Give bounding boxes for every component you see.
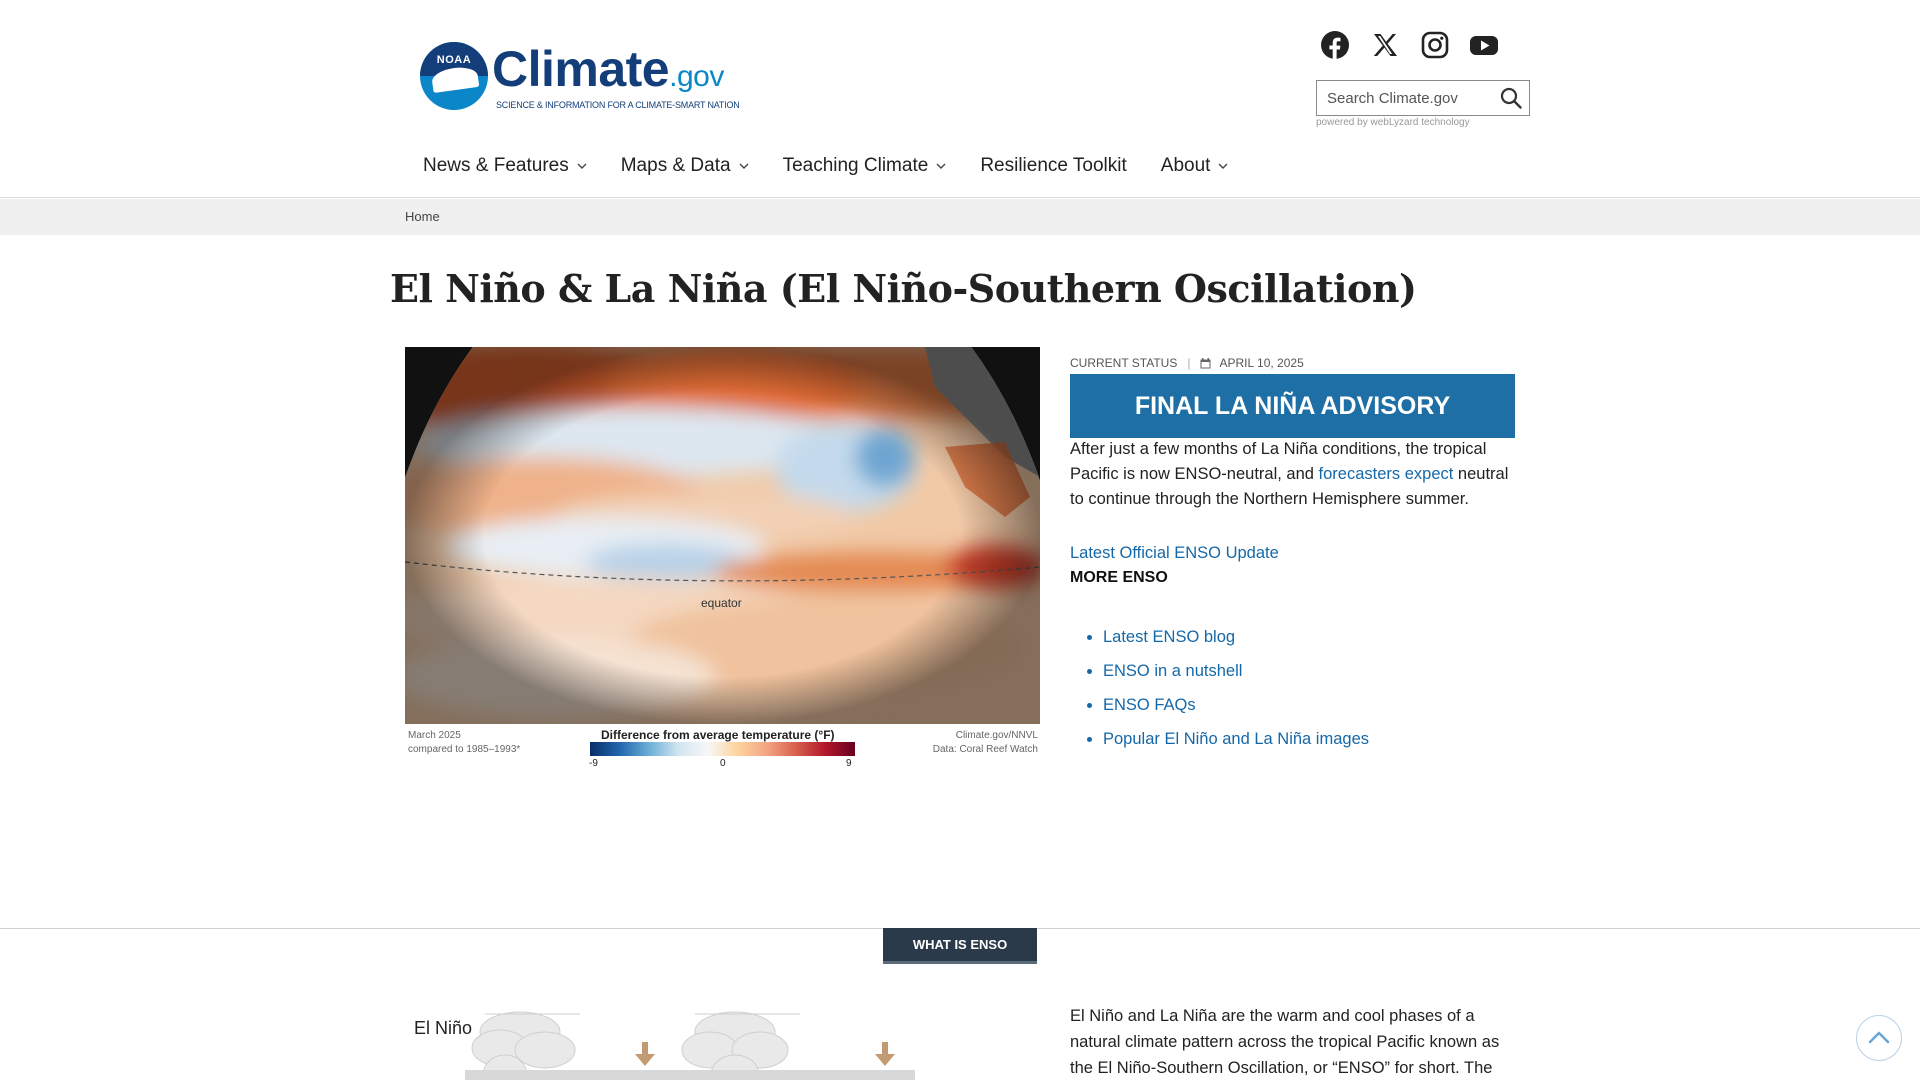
summary-text: After just a few months of La Niña condi… xyxy=(1070,440,1487,483)
list-item: Latest ENSO blog xyxy=(1103,620,1369,654)
status-date: APRIL 10, 2025 xyxy=(1219,356,1304,370)
latest-enso-update-link[interactable]: Latest Official ENSO Update xyxy=(1070,544,1279,562)
chevron-down-icon xyxy=(739,163,749,169)
facebook-icon[interactable] xyxy=(1320,30,1350,60)
current-status-line: CURRENT STATUS | APRIL 10, 2025 xyxy=(1070,356,1304,370)
map-caption: March 2025 compared to 1985–1993* xyxy=(408,729,520,757)
nav-item-about[interactable]: About xyxy=(1161,154,1229,178)
legend-tick-min: -9 xyxy=(589,758,598,769)
nav-item-news-features[interactable]: News & Features xyxy=(423,154,587,178)
main-nav: News & Features Maps & Data Teaching Cli… xyxy=(423,154,1262,178)
more-enso-list: Latest ENSO blog ENSO in a nutshell ENSO… xyxy=(1103,620,1369,756)
more-enso-heading: MORE ENSO xyxy=(1070,569,1168,586)
climate-gov-logo[interactable]: NOAA Climate.gov SCIENCE & INFORMATION F… xyxy=(420,40,740,116)
list-item: Popular El Niño and La Niña images xyxy=(1103,722,1369,756)
map-credit: Climate.gov/NNVL xyxy=(955,730,1038,741)
enso-intro-text: El Niño and La Niña are the warm and coo… xyxy=(1070,1007,1500,1077)
diagram-label: El Niño xyxy=(414,1018,473,1038)
nav-item-label: About xyxy=(1160,155,1211,176)
map-date: March 2025 xyxy=(408,730,461,741)
breadcrumb-home[interactable]: Home xyxy=(405,209,440,224)
nav-item-maps-data[interactable]: Maps & Data xyxy=(621,154,749,178)
forecasters-expect-link[interactable]: forecasters expect xyxy=(1318,465,1454,483)
instagram-icon[interactable] xyxy=(1420,30,1450,60)
legend-title: Difference from average temperature (°F) xyxy=(601,728,835,742)
list-item: ENSO in a nutshell xyxy=(1103,654,1369,688)
ocean-temperature-map[interactable]: equator March 2025 compared to 1985–1993… xyxy=(405,347,1040,772)
nav-item-resilience-toolkit[interactable]: Resilience Toolkit xyxy=(980,154,1126,178)
advisory-banner: FINAL LA NIÑA ADVISORY xyxy=(1070,374,1515,438)
logo-suffix: .gov xyxy=(669,60,724,93)
what-is-enso-tab[interactable]: WHAT IS ENSO xyxy=(883,928,1037,964)
el-nino-diagram: El Niño xyxy=(405,1000,965,1080)
summary-text-end: neutral to continue through the Northern… xyxy=(1070,465,1509,508)
enso-nutshell-link[interactable]: ENSO in a nutshell xyxy=(1103,662,1243,680)
legend-color-bar xyxy=(590,742,855,756)
search-icon[interactable] xyxy=(1499,86,1523,110)
list-item: ENSO FAQs xyxy=(1103,688,1369,722)
logo-tagline: SCIENCE & INFORMATION FOR A CLIMATE-SMAR… xyxy=(496,100,740,110)
map-legend: March 2025 compared to 1985–1993* Differ… xyxy=(405,724,1040,772)
nav-item-teaching-climate[interactable]: Teaching Climate xyxy=(783,154,947,178)
latest-enso-blog-link[interactable]: Latest ENSO blog xyxy=(1103,628,1236,646)
logo-wordmark-text: Climate xyxy=(492,41,670,97)
chevron-down-icon xyxy=(936,163,946,169)
status-summary: After just a few months of La Niña condi… xyxy=(1070,437,1520,512)
map-credits: Climate.gov/NNVL Data: Coral Reef Watch xyxy=(933,729,1038,757)
search-powered-by: powered by webLyzard technology xyxy=(1316,117,1470,128)
page-title: El Niño & La Niña (El Niño-Southern Osci… xyxy=(390,266,1417,311)
chevron-up-icon xyxy=(1868,1031,1890,1044)
calendar-icon xyxy=(1200,357,1211,368)
nav-item-label: Resilience Toolkit xyxy=(980,155,1127,176)
search-box xyxy=(1316,80,1530,116)
popular-images-link[interactable]: Popular El Niño and La Niña images xyxy=(1103,730,1369,748)
chevron-down-icon xyxy=(577,163,587,169)
equator-label: equator xyxy=(701,596,742,610)
search-input[interactable] xyxy=(1327,87,1487,109)
logo-wordmark: Climate.gov xyxy=(492,40,724,98)
legend-tick-max: 9 xyxy=(846,758,852,769)
nav-item-label: News & Features xyxy=(423,155,569,176)
x-icon[interactable] xyxy=(1370,30,1400,60)
nav-item-label: Maps & Data xyxy=(620,155,731,176)
back-to-top-button[interactable] xyxy=(1856,1015,1902,1061)
noaa-badge-text: NOAA xyxy=(436,54,472,66)
map-baseline: compared to 1985–1993* xyxy=(408,744,521,755)
youtube-icon[interactable] xyxy=(1469,30,1499,60)
site-header: NOAA Climate.gov SCIENCE & INFORMATION F… xyxy=(0,0,1920,198)
map-data-source: Data: Coral Reef Watch xyxy=(932,744,1038,755)
enso-faqs-link[interactable]: ENSO FAQs xyxy=(1103,696,1196,714)
breadcrumb: Home xyxy=(0,199,1920,235)
legend-tick-mid: 0 xyxy=(720,758,726,769)
chevron-down-icon xyxy=(1218,163,1228,169)
noaa-emblem-icon: NOAA xyxy=(420,42,488,110)
nav-item-label: Teaching Climate xyxy=(782,155,929,176)
globe-image: equator xyxy=(405,347,1040,724)
status-label: CURRENT STATUS xyxy=(1070,356,1178,370)
